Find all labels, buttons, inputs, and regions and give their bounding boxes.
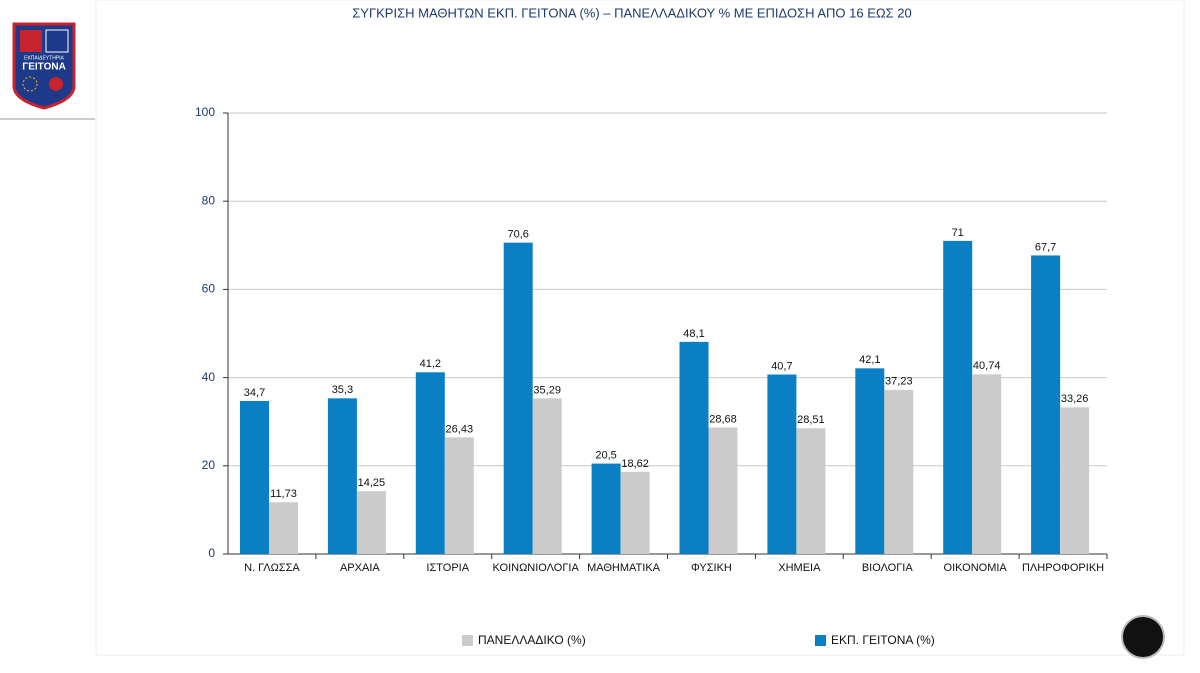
- value-label: 14,25: [358, 477, 386, 489]
- bar: [1031, 255, 1061, 554]
- x-tick-label: ΚΟΙΝΩΝΙΟΛΟΓΙΑ: [493, 562, 580, 574]
- value-label: 28,51: [797, 414, 825, 426]
- y-tick-label: 0: [208, 546, 215, 560]
- legend-label: ΕΚΠ. ΓΕΙΤΟΝΑ (%): [831, 633, 935, 647]
- legend-swatch: [462, 635, 473, 646]
- value-label: 41,2: [420, 358, 441, 370]
- y-tick-label: 100: [195, 105, 215, 119]
- x-tick-label: ΠΛΗΡΟΦΟΡΙΚΗ: [1022, 562, 1104, 574]
- bar: [503, 242, 533, 555]
- bar: [356, 491, 386, 554]
- bar: [708, 427, 738, 554]
- logo-caption: ΕΚΠΑΙΔΕΥΤΗΡΙΑ: [24, 55, 64, 61]
- x-tick-label: ΟΙΚΟΝΟΜΙΑ: [944, 562, 1008, 574]
- x-tick-label: Ν. ΓΛΩΣΣΑ: [244, 562, 300, 574]
- chart-title: ΣΥΓΚΡΙΣΗ ΜΑΘΗΤΩΝ ΕΚΠ. ΓΕΙΤΟΝΑ (%) – ΠΑΝΕ…: [352, 5, 911, 20]
- bar: [884, 389, 914, 554]
- value-label: 35,3: [332, 384, 353, 396]
- bar: [415, 372, 445, 554]
- x-tick-label: ΑΡΧΑΙΑ: [340, 562, 380, 574]
- round-button[interactable]: [1121, 615, 1165, 659]
- value-label: 40,7: [771, 360, 792, 372]
- legend-swatch: [815, 635, 826, 646]
- value-label: 34,7: [244, 387, 265, 399]
- value-label: 37,23: [885, 376, 913, 388]
- bar: [1060, 407, 1090, 554]
- value-label: 71: [952, 227, 964, 239]
- bar: [532, 398, 562, 554]
- bar: [591, 463, 621, 554]
- value-label: 20,5: [595, 450, 616, 462]
- x-tick-label: ΜΑΘΗΜΑΤΙΚΑ: [587, 562, 661, 574]
- value-label: 70,6: [507, 229, 528, 241]
- value-label: 35,29: [533, 384, 561, 396]
- value-label: 11,73: [270, 488, 297, 500]
- value-label: 42,1: [859, 354, 880, 366]
- bar: [327, 398, 357, 554]
- y-tick-label: 80: [202, 193, 216, 207]
- logo: ΕΚΠΑΙΔΕΥΤΗΡΙΑ ΓΕΙΤΟΝΑ: [12, 22, 76, 110]
- value-label: 18,62: [621, 458, 649, 470]
- y-tick-label: 40: [202, 370, 216, 384]
- x-tick-label: ΧΗΜΕΙΑ: [778, 562, 821, 574]
- x-tick-label: ΒΙΟΛΟΓΙΑ: [862, 562, 914, 574]
- y-tick-label: 20: [202, 458, 216, 472]
- bar: [620, 471, 650, 554]
- x-tick-label: ΦΥΣΙΚΗ: [691, 562, 732, 574]
- value-label: 33,26: [1061, 393, 1089, 405]
- bar: [796, 428, 826, 554]
- legend-label: ΠΑΝΕΛΛΑΔΙΚΟ (%): [478, 633, 586, 647]
- value-label: 26,43: [446, 423, 474, 435]
- y-tick-label: 60: [202, 282, 216, 296]
- value-label: 28,68: [709, 413, 737, 425]
- value-label: 48,1: [683, 328, 704, 340]
- bar: [444, 437, 474, 554]
- x-tick-label: ΙΣΤΟΡΙΑ: [426, 562, 469, 574]
- bar: [972, 374, 1002, 554]
- frame: [95, 0, 1185, 656]
- value-label: 40,74: [973, 360, 1001, 372]
- bar: [240, 400, 269, 554]
- value-label: 67,7: [1035, 241, 1056, 253]
- logo-name: ΓΕΙΤΟΝΑ: [22, 62, 66, 73]
- bar: [767, 374, 797, 554]
- bar: [679, 341, 709, 554]
- bar: [855, 368, 885, 554]
- bar: [269, 502, 298, 554]
- bar: [943, 240, 973, 554]
